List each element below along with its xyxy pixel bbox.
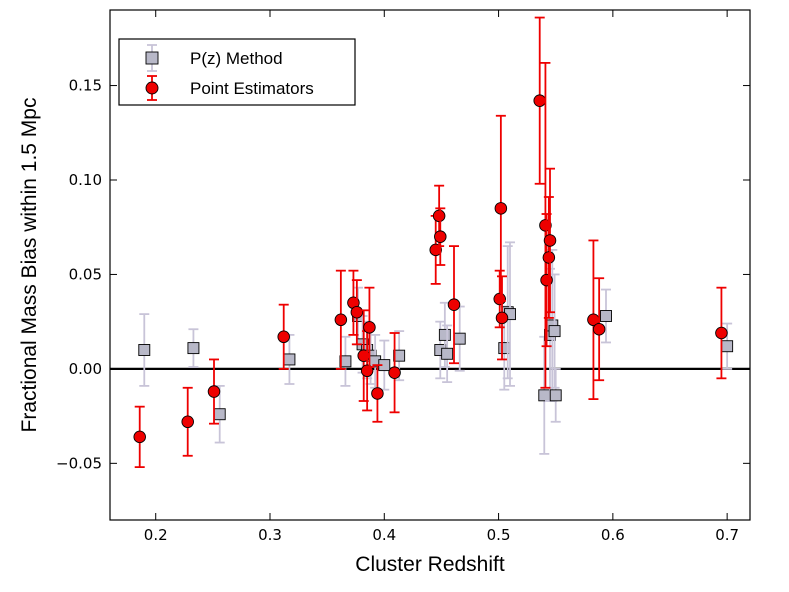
x-tick-label: 0.6 — [601, 526, 625, 544]
plot-frame — [109, 9, 751, 521]
data-point-circle — [533, 94, 546, 107]
legend-circle-marker — [145, 81, 159, 95]
data-point-circle — [277, 330, 290, 344]
data-point-circle — [363, 321, 376, 334]
data-point-square — [339, 355, 352, 368]
x-tick-label: 0.7 — [715, 526, 739, 544]
data-point-circle — [350, 305, 364, 319]
x-axis-label: Cluster Redshift — [355, 553, 505, 576]
data-point-square — [213, 408, 226, 421]
legend-entry-pz-method: P(z) Method — [145, 44, 283, 72]
data-point-circle — [371, 387, 384, 400]
data-point-square — [453, 332, 466, 345]
data-point-circle — [181, 415, 194, 429]
data-point-square — [600, 310, 612, 322]
y-tick-label: 0.15 — [69, 77, 102, 95]
legend-label-point-estimators: Point Estimators — [190, 79, 314, 98]
data-point-square — [438, 328, 451, 341]
data-point-circle — [388, 366, 401, 379]
data-point-circle — [432, 209, 446, 223]
x-tick-label: 0.5 — [487, 526, 511, 544]
y-axis-label: Fractional Mass Bias within 1.5 Mpc — [18, 98, 41, 433]
data-point-square — [548, 325, 561, 338]
data-point-circle — [715, 326, 728, 340]
data-point-square — [721, 340, 734, 353]
legend-box — [118, 38, 356, 106]
data-point-square — [549, 389, 562, 402]
data-series — [133, 16, 734, 469]
legend: P(z) Method Point Estimators — [118, 38, 356, 106]
data-point-circle — [334, 313, 348, 327]
data-point-circle — [493, 292, 506, 306]
data-point-circle — [447, 298, 461, 311]
x-tick-label: 0.2 — [144, 526, 168, 544]
data-point-circle — [592, 322, 606, 336]
y-tick-label: 0.00 — [69, 360, 102, 378]
y-tick-label: 0.05 — [69, 265, 102, 283]
data-point-square — [138, 344, 151, 356]
y-tick-label: −0.05 — [56, 454, 102, 472]
data-point-circle — [543, 234, 557, 247]
data-point-circle — [434, 230, 447, 243]
data-point-circle — [495, 311, 509, 325]
data-point-circle — [133, 430, 146, 444]
tick-labels: 0.2 0.3 0.4 0.5 0.6 0.7 −0.05 0.00 0.05 0.10 0.15 — [56, 77, 739, 544]
legend-square-marker — [145, 51, 159, 65]
data-point-circle — [207, 385, 221, 398]
data-point-square — [393, 349, 406, 362]
legend-label-pz-method: P(z) Method — [190, 49, 283, 68]
data-point-circle — [542, 251, 556, 264]
y-tick-label: 0.10 — [69, 171, 102, 189]
x-tick-label: 0.4 — [372, 526, 396, 544]
x-tick-label: 0.3 — [258, 526, 282, 544]
legend-entry-point-estimators: Point Estimators — [145, 75, 314, 101]
series-point-estimators — [133, 16, 728, 469]
data-point-square — [441, 347, 454, 360]
data-point-circle — [494, 202, 508, 215]
data-point-square — [538, 389, 551, 402]
data-point-square — [187, 342, 200, 355]
data-point-square — [283, 353, 296, 366]
